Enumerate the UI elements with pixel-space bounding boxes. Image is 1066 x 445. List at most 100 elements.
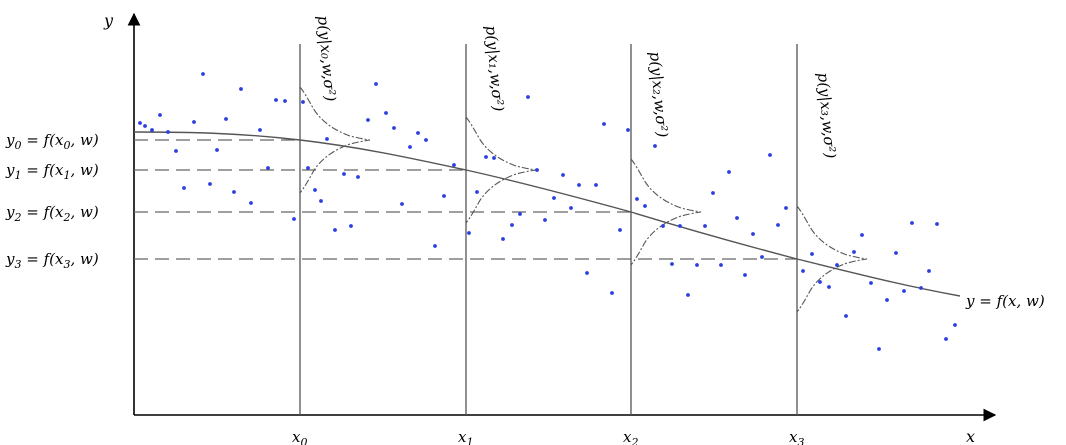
data-point <box>877 347 881 351</box>
data-point <box>408 145 412 149</box>
data-point <box>610 291 614 295</box>
data-point <box>618 228 622 232</box>
data-point <box>751 232 755 236</box>
data-point <box>768 153 772 157</box>
data-point <box>484 155 488 159</box>
data-point <box>266 166 270 170</box>
data-point <box>258 128 262 132</box>
data-point <box>274 98 278 102</box>
data-point <box>561 173 565 177</box>
level-label-3: y3 = f(x3, w) <box>5 250 99 271</box>
data-point <box>166 130 170 134</box>
data-point <box>208 182 212 186</box>
data-point <box>661 224 665 228</box>
data-point <box>239 87 243 91</box>
curve-label: y = f(x, w) <box>965 292 1045 310</box>
data-point <box>325 137 329 141</box>
data-point <box>374 82 378 86</box>
data-point <box>678 224 682 228</box>
data-point <box>902 289 906 293</box>
data-point <box>784 206 788 210</box>
data-point <box>283 99 287 103</box>
data-point <box>594 183 598 187</box>
data-point <box>569 206 573 210</box>
data-point <box>416 131 420 135</box>
x-tick-label-3: x3 <box>789 428 804 445</box>
data-point <box>400 202 404 206</box>
x-tick-label-1: x1 <box>458 428 473 445</box>
data-point <box>860 233 864 237</box>
data-point <box>292 217 296 221</box>
data-point <box>138 121 142 125</box>
level-labels: y0 = f(x0, w) y1 = f(x1, w) y2 = f(x2, w… <box>5 131 99 271</box>
data-point <box>894 251 898 255</box>
data-point <box>526 95 530 99</box>
dist-label-x2: p(y|x₂,w,σ²) <box>646 51 671 139</box>
x-tick-label-0: x0 <box>292 428 307 445</box>
data-point <box>158 113 162 117</box>
data-point <box>703 224 707 228</box>
data-point <box>818 280 822 284</box>
data-point <box>735 216 739 220</box>
data-point <box>333 228 337 232</box>
data-point <box>475 190 479 194</box>
data-point <box>384 111 388 115</box>
data-point <box>670 262 674 266</box>
dist-label-x0: p(y|x₀,w,σ²) <box>314 15 339 103</box>
data-point <box>232 190 236 194</box>
data-point <box>835 263 839 267</box>
data-point <box>869 281 873 285</box>
data-point <box>577 183 581 187</box>
data-point <box>392 126 396 130</box>
data-point <box>143 124 147 128</box>
x-axis-label: x <box>966 427 975 445</box>
data-point <box>727 170 731 174</box>
data-point <box>760 255 764 259</box>
data-point <box>306 166 310 170</box>
data-point <box>885 298 889 302</box>
data-point <box>433 244 437 248</box>
level-label-2: y2 = f(x2, w) <box>5 203 99 224</box>
data-point <box>844 314 848 318</box>
dist-label-x1: p(y|x₁,w,σ²) <box>482 25 507 113</box>
regression-curve <box>133 131 961 297</box>
data-point <box>192 120 196 124</box>
x-tick-label-2: x2 <box>623 428 638 445</box>
data-point <box>424 138 428 142</box>
data-point <box>342 172 346 176</box>
gaussian-x3 <box>796 205 868 313</box>
data-point <box>313 188 317 192</box>
data-point <box>182 186 186 190</box>
data-point <box>944 337 948 341</box>
data-point <box>442 194 446 198</box>
gaussian-x1 <box>465 116 537 224</box>
data-point <box>653 144 657 148</box>
data-point <box>201 72 205 76</box>
dist-label-x3: p(y|x₃,w,σ²) <box>814 72 839 160</box>
data-point <box>719 263 723 267</box>
data-point <box>249 201 253 205</box>
data-point <box>319 199 323 203</box>
data-point <box>695 263 699 267</box>
data-point <box>301 100 305 104</box>
gaussian-x2 <box>630 158 702 266</box>
data-point <box>635 197 639 201</box>
data-point <box>827 285 831 289</box>
data-point <box>852 250 856 254</box>
data-points <box>138 72 957 351</box>
data-point <box>492 156 496 160</box>
data-point <box>535 168 539 172</box>
data-point <box>224 117 228 121</box>
data-point <box>518 212 522 216</box>
data-point <box>215 148 219 152</box>
data-point <box>801 269 805 273</box>
level-lines <box>134 139 797 260</box>
data-point <box>711 191 715 195</box>
data-point <box>743 273 747 277</box>
data-point <box>174 149 178 153</box>
data-point <box>150 128 154 132</box>
data-point <box>686 293 690 297</box>
data-point <box>953 323 957 327</box>
data-point <box>935 222 939 226</box>
data-point <box>501 237 505 241</box>
